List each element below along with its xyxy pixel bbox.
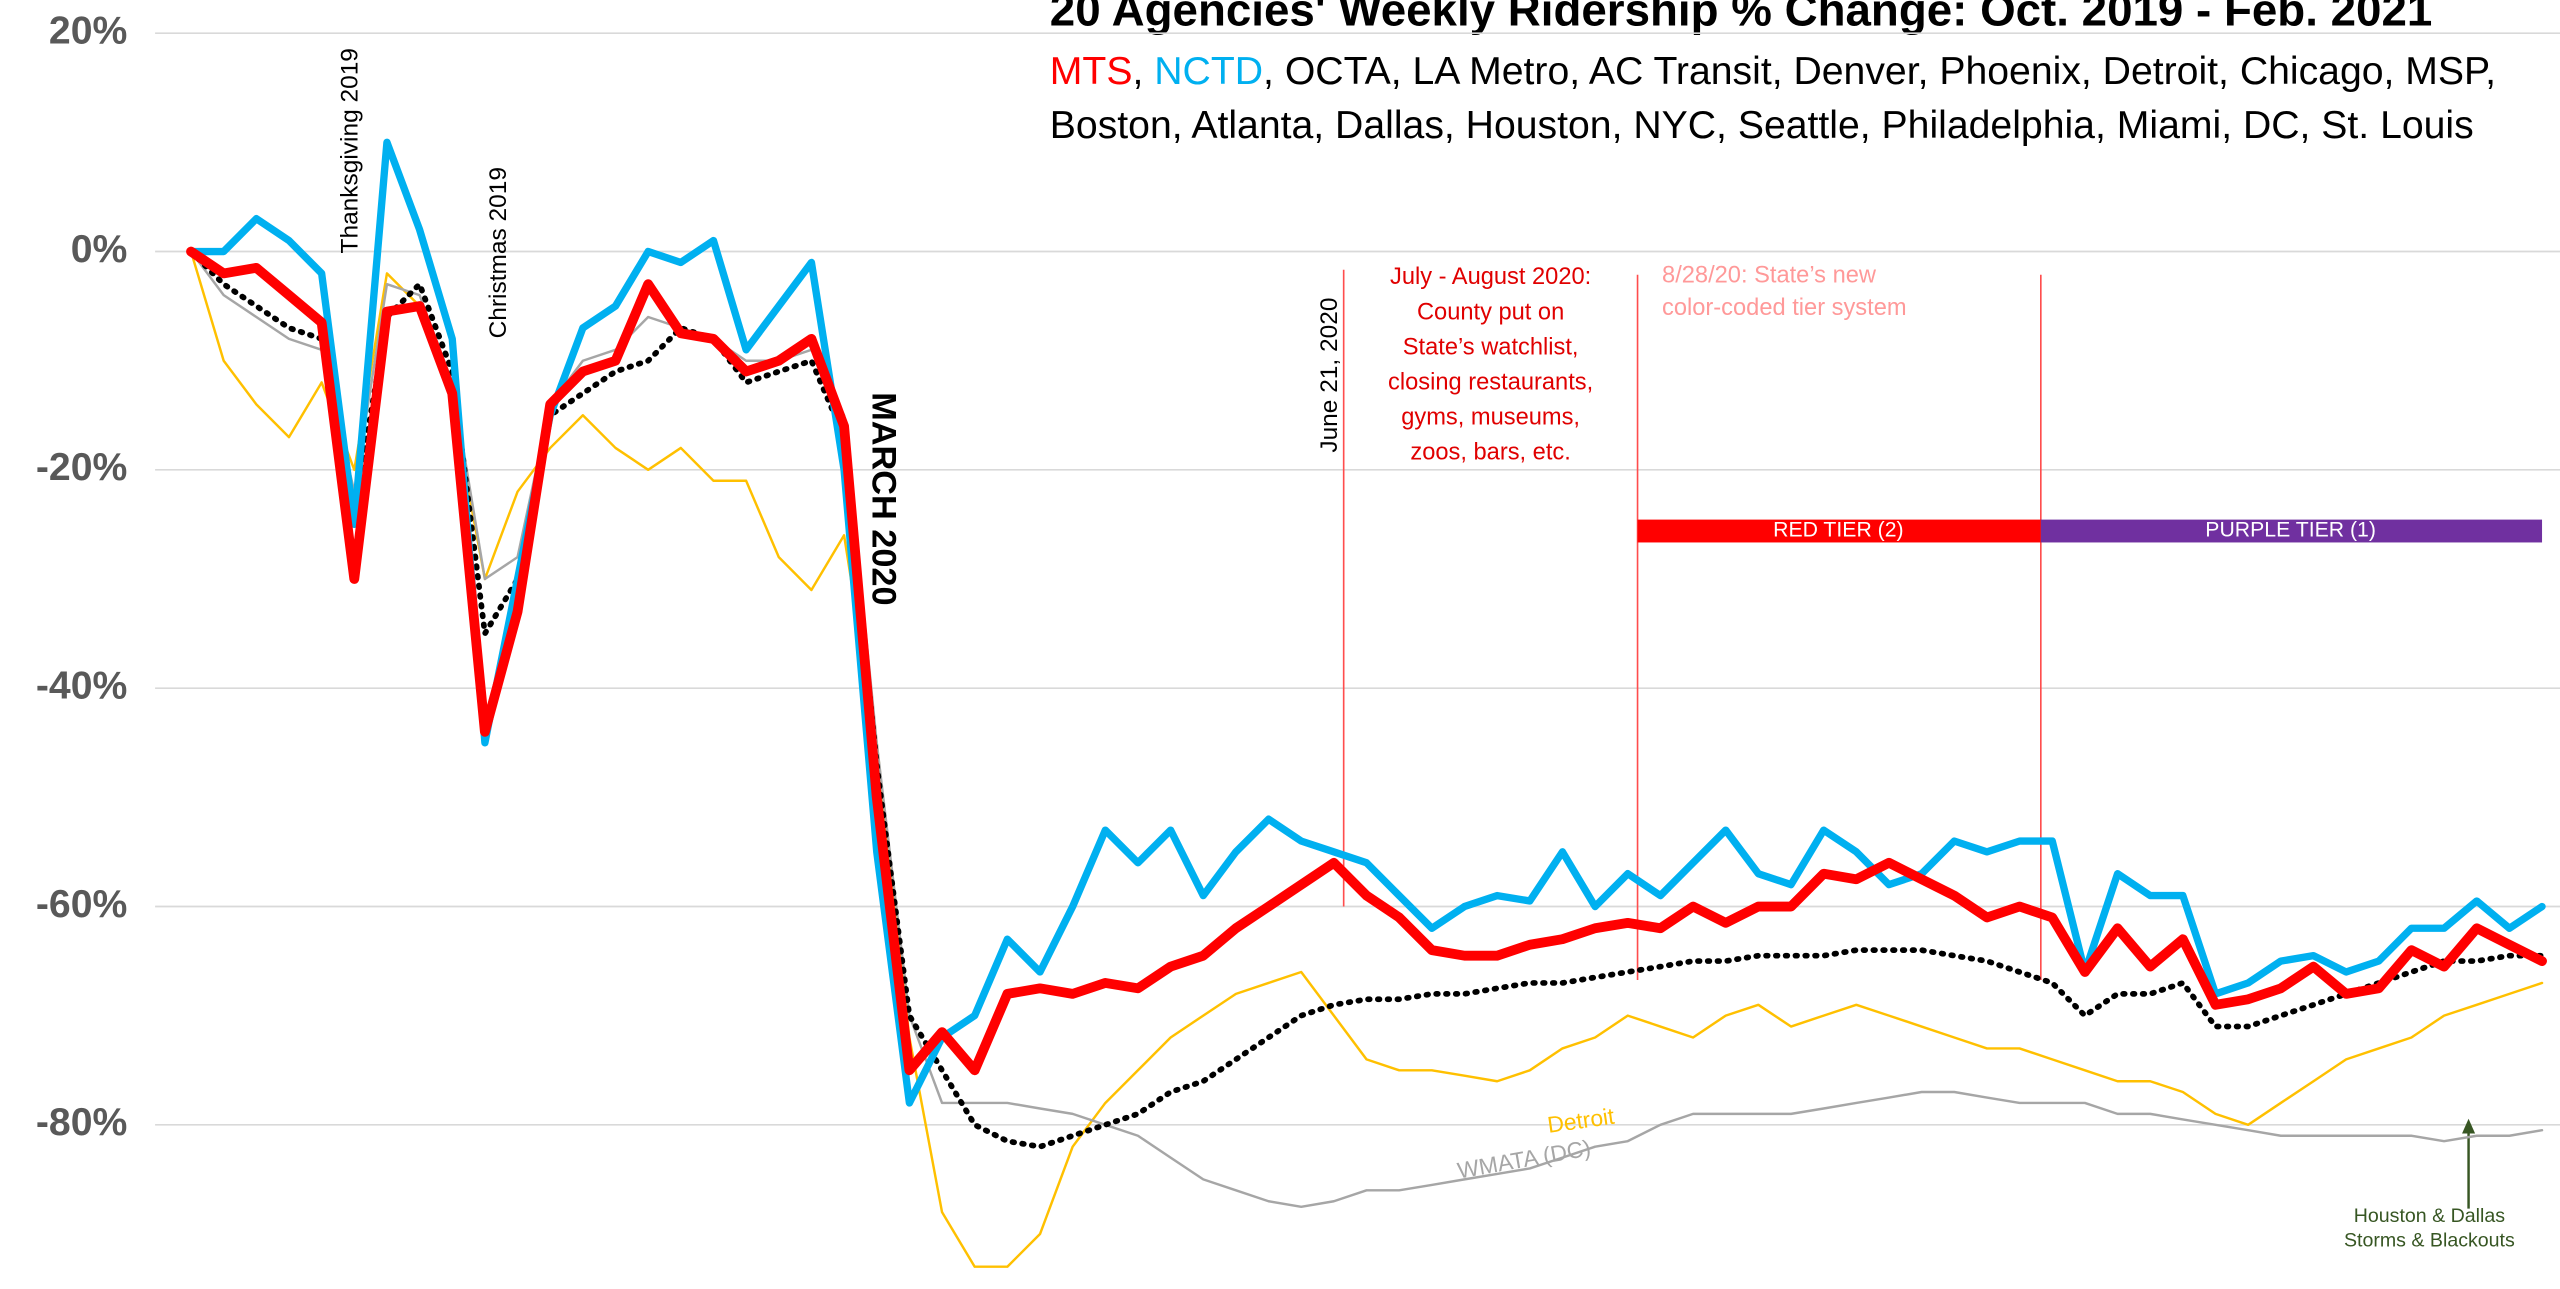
- annotation: County put on: [1417, 299, 1564, 325]
- annotation: color-coded tier system: [1662, 295, 1907, 321]
- annotation: closing restaurants,: [1388, 370, 1593, 396]
- tier-label: PURPLE TIER (1): [2205, 519, 2376, 542]
- chart-subtitle: MTS, NCTD, OCTA, LA Metro, AC Transit, D…: [1050, 50, 2496, 93]
- annotation: Christmas 2019: [485, 167, 512, 338]
- arrow-head: [2462, 1118, 2476, 1134]
- chart-title: 20 Agencies' Weekly Ridership % Change: …: [1050, 0, 2432, 36]
- y-tick-label: -60%: [36, 883, 127, 926]
- series-label: WMATA (DC): [1455, 1134, 1592, 1183]
- annotation: Storms & Blackouts: [2344, 1229, 2515, 1251]
- annotation: gyms, museums,: [1401, 405, 1580, 431]
- annotation: June 21, 2020: [1316, 298, 1343, 453]
- subtitle-part: , OCTA, LA Metro, AC Transit, Denver, Ph…: [1263, 50, 2496, 93]
- y-tick-label: 0%: [71, 228, 128, 271]
- annotation: Thanksgiving 2019: [336, 48, 363, 253]
- chart-subtitle: Boston, Atlanta, Dallas, Houston, NYC, S…: [1050, 104, 2474, 147]
- y-tick-label: -40%: [36, 665, 127, 708]
- annotation: Houston & Dallas: [2354, 1205, 2505, 1227]
- annotation: MARCH 2020: [865, 392, 903, 605]
- series-line: [187, 138, 2546, 1107]
- tier-bar: [2040, 519, 2543, 543]
- series-line: [189, 250, 2544, 1209]
- annotation-layer: [1342, 269, 2543, 1209]
- annotation: zoos, bars, etc.: [1410, 440, 1570, 466]
- annotation: 8/28/20: State’s new: [1662, 263, 1877, 289]
- y-tick-label: -20%: [36, 446, 127, 489]
- annotation: State’s watchlist,: [1403, 334, 1579, 360]
- tier-bar: [1637, 519, 2041, 543]
- y-tick-label: 20%: [49, 10, 127, 53]
- subtitle-part: ,: [1132, 50, 1154, 93]
- series-line: [189, 250, 2544, 1268]
- y-tick-label: -80%: [36, 1101, 127, 1144]
- annotation: July - August 2020:: [1390, 264, 1591, 290]
- series-line: [186, 246, 2547, 1076]
- legend-entry: NCTD: [1154, 50, 1263, 93]
- tier-label: RED TIER (2): [1773, 519, 1903, 542]
- legend-entry: MTS: [1050, 50, 1133, 93]
- average-line: [188, 248, 2545, 1150]
- series-label: Detroit: [1546, 1103, 1617, 1138]
